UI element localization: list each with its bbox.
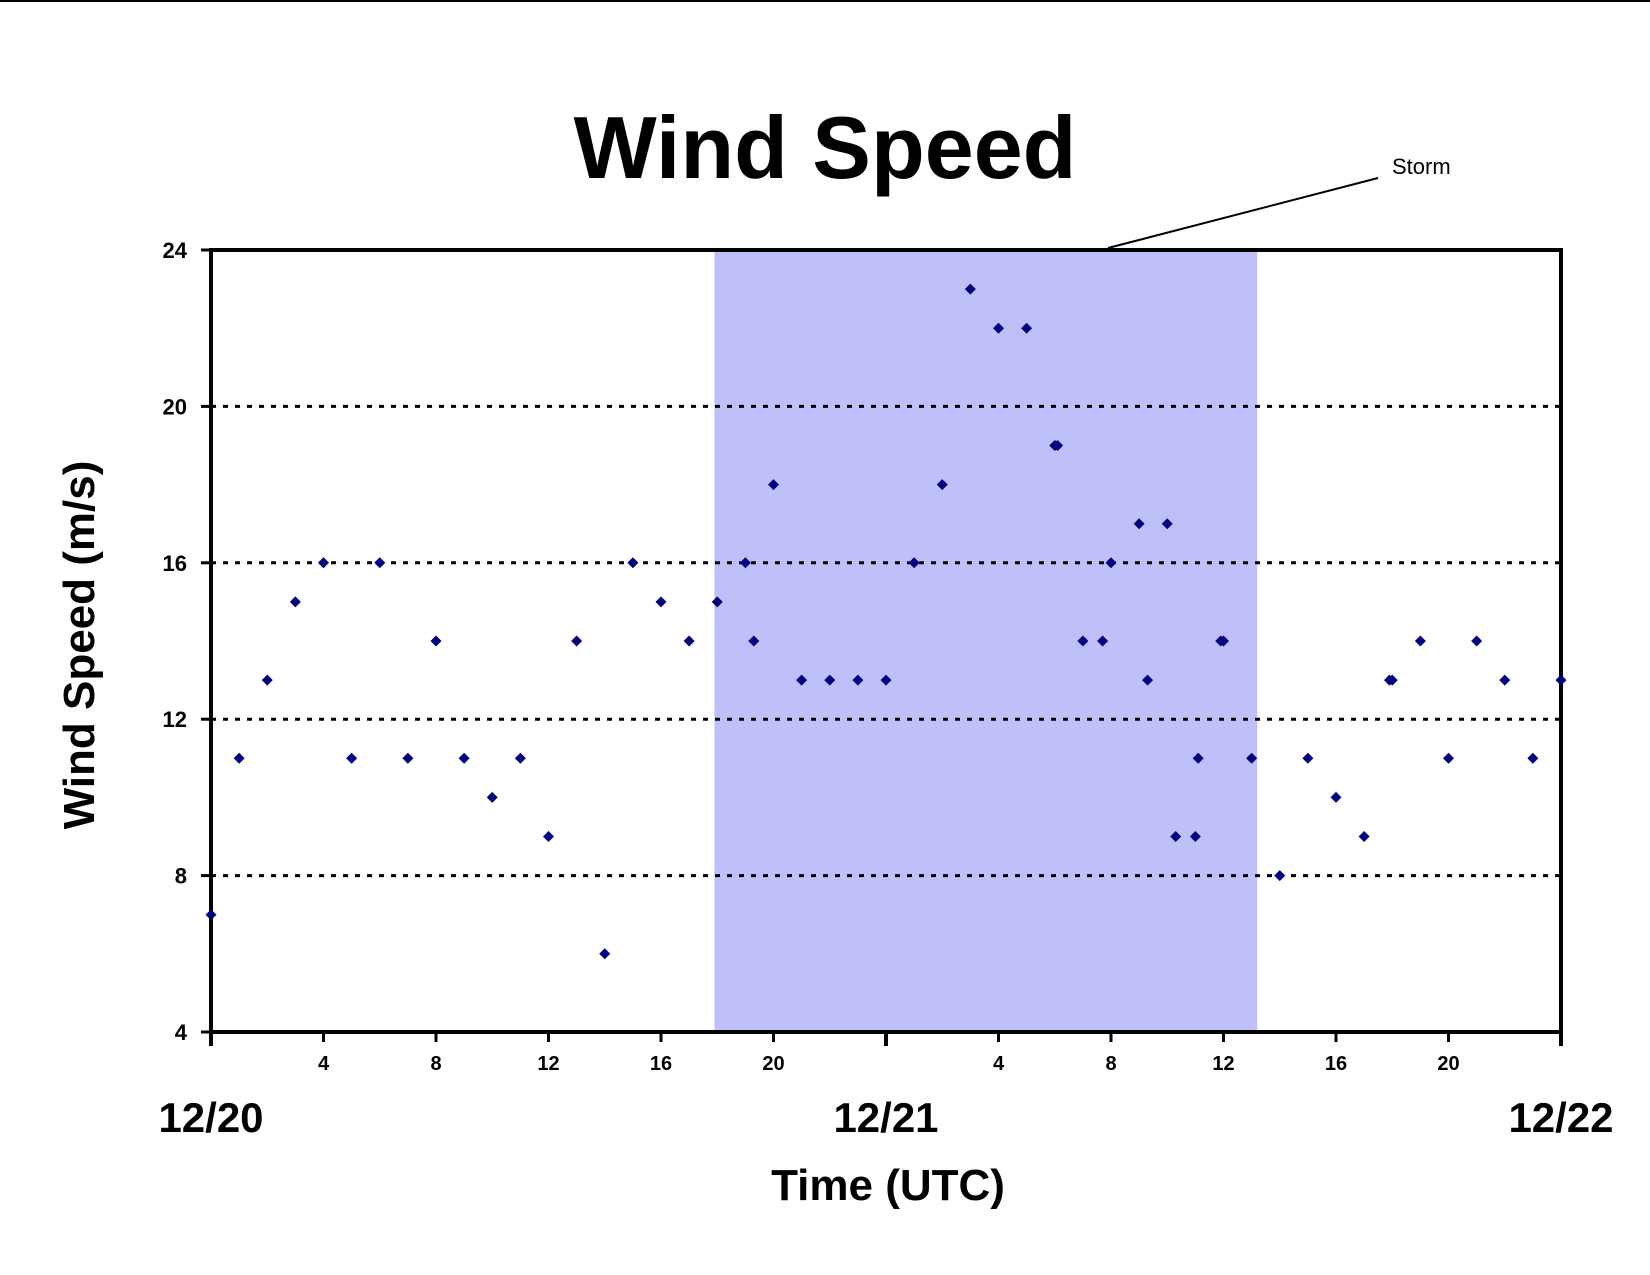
data-point	[627, 557, 639, 569]
chart-title: Wind Speed	[574, 98, 1077, 197]
data-point	[233, 752, 245, 764]
x-tick-label: 16	[1325, 1053, 1347, 1075]
data-point	[852, 674, 864, 686]
y-axis-ticks: 4 8 12 16 20 24	[163, 238, 211, 1045]
y-tick-label: 12	[163, 707, 187, 732]
data-point	[1192, 752, 1204, 764]
data-point	[1161, 518, 1173, 530]
data-point	[486, 791, 498, 803]
x-tick-label: 4	[318, 1053, 330, 1075]
data-point	[1105, 557, 1117, 569]
y-tick-label: 4	[175, 1020, 188, 1045]
data-point	[796, 674, 808, 686]
data-point	[571, 635, 583, 647]
y-tick-label: 8	[175, 864, 187, 889]
data-point	[1052, 440, 1064, 451]
data-point	[1471, 635, 1483, 647]
x-tick-label: 4	[993, 1053, 1005, 1075]
data-point	[543, 831, 554, 842]
data-point	[1499, 674, 1511, 686]
data-point	[711, 596, 723, 608]
data-point	[458, 752, 470, 764]
data-point	[205, 909, 217, 921]
data-point	[824, 674, 836, 686]
data-point	[1555, 674, 1567, 686]
data-point	[430, 635, 442, 647]
data-point	[768, 479, 779, 491]
data-point	[289, 596, 301, 608]
data-point	[1170, 831, 1182, 842]
y-tick-label: 20	[163, 394, 187, 419]
x-tick-label: 20	[762, 1053, 784, 1075]
data-point	[936, 479, 948, 491]
storm-callout-line	[1107, 177, 1379, 249]
data-point	[1358, 831, 1370, 842]
data-point	[1414, 635, 1426, 647]
data-point	[908, 557, 920, 569]
x-tick-label: 16	[650, 1053, 672, 1075]
data-point	[964, 283, 976, 295]
data-point	[739, 557, 751, 569]
data-point	[1246, 752, 1258, 764]
data-point	[1021, 322, 1033, 334]
x-axis-title: Time (UTC)	[771, 1161, 1005, 1210]
data-point	[1189, 831, 1201, 842]
data-point	[1133, 518, 1145, 530]
y-tick-label: 16	[163, 551, 187, 576]
data-point	[1443, 752, 1454, 764]
data-point	[402, 752, 414, 764]
data-point	[1077, 635, 1089, 647]
x-tick-label: 20	[1437, 1053, 1459, 1075]
y-axis-title: Wind Speed (m/s)	[55, 461, 104, 830]
data-point	[1386, 674, 1398, 686]
x-tick-label: 12	[537, 1053, 559, 1075]
date-label: 12/22	[1508, 1094, 1613, 1141]
data-point	[880, 674, 892, 686]
data-point	[1330, 791, 1342, 803]
storm-annotation: Storm	[1392, 154, 1451, 179]
data-point	[599, 948, 611, 960]
data-point	[1527, 752, 1539, 764]
data-point	[993, 322, 1004, 334]
x-tick-label: 12	[1212, 1053, 1234, 1075]
storm-band	[714, 250, 1258, 1032]
data-point	[346, 752, 358, 764]
data-point	[655, 596, 667, 608]
date-label: 12/20	[158, 1094, 263, 1141]
grid-lines	[211, 404, 1561, 878]
data-point	[683, 635, 695, 647]
data-point	[261, 674, 273, 686]
top-border-line	[0, 0, 1650, 2]
x-axis-ticks: 4 8 12 16 20 4 8 12 16 20 12/20 12/21 12/22	[158, 1032, 1614, 1141]
data-point	[514, 752, 526, 764]
data-point	[1302, 752, 1314, 764]
data-point	[1097, 635, 1109, 647]
data-point	[318, 557, 329, 569]
data-point	[374, 557, 386, 569]
data-points	[205, 283, 1567, 960]
x-tick-label: 8	[430, 1053, 441, 1075]
data-point	[1274, 870, 1286, 882]
x-tick-label: 8	[1105, 1053, 1116, 1075]
data-point	[1142, 674, 1154, 686]
data-point	[1218, 635, 1229, 647]
date-label: 12/21	[833, 1094, 938, 1141]
y-tick-label: 24	[163, 238, 188, 263]
data-point	[748, 635, 760, 647]
